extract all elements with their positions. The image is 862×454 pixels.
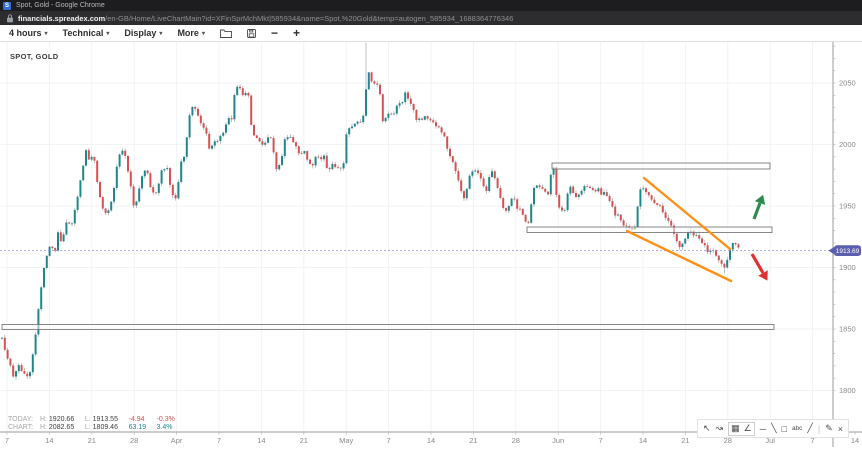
svg-text:7: 7	[217, 436, 221, 445]
high-key: H:	[39, 416, 47, 423]
window-titlebar: S Spot, Gold - Google Chrome	[0, 0, 862, 11]
trendline-icon[interactable]: ╲	[771, 423, 777, 433]
window-title: Spot, Gold - Google Chrome	[16, 2, 105, 9]
chevron-down-icon: ▾	[44, 30, 48, 37]
today-change: -4.94	[128, 416, 145, 423]
stats-row-today: TODAY: H: 1920.66 L: 1913.55 -4.94 -0.3%	[8, 416, 175, 424]
svg-text:Apr: Apr	[171, 436, 183, 445]
display-dropdown[interactable]: Display ▾	[124, 28, 162, 38]
diagonal-icon[interactable]: ╱	[807, 423, 813, 433]
today-change-pct: -0.3%	[156, 416, 175, 423]
drawing-toolbar: ↖ ↝ ▦ ∠ ─ ╲ □ abc ╱ | ✎ ×	[697, 419, 849, 438]
chart-low: 1809.46	[92, 424, 118, 431]
svg-text:14: 14	[257, 436, 265, 445]
chart-change-pct: 3.4%	[156, 424, 173, 431]
zoom-out-button[interactable]: −	[270, 26, 278, 40]
today-low: 1913.55	[92, 416, 118, 423]
svg-text:7: 7	[387, 436, 391, 445]
url-bar[interactable]: financials.spreadex.com/en-GB/Home/LiveC…	[0, 11, 862, 25]
svg-text:7: 7	[811, 436, 815, 445]
svg-text:2000: 2000	[839, 140, 856, 149]
svg-text:21: 21	[300, 436, 308, 445]
today-high: 1920.66	[48, 416, 75, 423]
technical-label: Technical	[62, 28, 104, 38]
url-text[interactable]: financials.spreadex.com/en-GB/Home/LiveC…	[18, 14, 513, 23]
chevron-down-icon: ▾	[201, 30, 205, 37]
hline-icon[interactable]: ─	[759, 423, 767, 434]
angle-icon[interactable]: ∠	[743, 423, 752, 433]
pencil-icon[interactable]: ✎	[825, 423, 833, 433]
favicon: S	[3, 1, 11, 10]
svg-text:28: 28	[512, 436, 520, 445]
svg-text:1850: 1850	[839, 324, 856, 333]
svg-text:May: May	[339, 436, 353, 445]
separator: |	[817, 423, 821, 434]
chevron-down-icon: ▾	[159, 30, 163, 37]
chevron-down-icon: ▾	[106, 30, 110, 37]
more-dropdown[interactable]: More ▾	[177, 28, 205, 38]
svg-text:1900: 1900	[839, 263, 856, 272]
zoom-in-button[interactable]: +	[292, 26, 300, 40]
chart-high: 2082.65	[48, 424, 75, 431]
stats-row-chart: CHART: H: 2082.65 L: 1809.46 63.19 3.4%	[8, 424, 175, 432]
polyline-icon[interactable]: ↝	[715, 423, 724, 433]
svg-text:1950: 1950	[839, 201, 856, 210]
low-key: L:	[84, 424, 91, 431]
chart-canvas[interactable]: 2050 2000 1950 1900 1850 1800 7 14 21 28 Apr 7 14 21 M…	[0, 42, 862, 447]
rect-icon[interactable]: □	[781, 423, 787, 434]
svg-text:21: 21	[88, 436, 96, 445]
svg-text:14: 14	[639, 436, 647, 445]
svg-text:1800: 1800	[839, 386, 856, 395]
grid-icon[interactable]: ▦	[731, 423, 740, 433]
svg-text:Jul: Jul	[765, 436, 775, 445]
svg-text:14: 14	[851, 436, 859, 445]
svg-text:7: 7	[5, 436, 9, 445]
cursor-icon[interactable]: ↖	[703, 423, 711, 433]
chart-region: 2050 2000 1950 1900 1850 1800 7 14 21 28 Apr 7 14 21 M…	[0, 42, 862, 447]
svg-text:1913.69: 1913.69	[836, 248, 860, 255]
svg-text:Jun: Jun	[552, 436, 564, 445]
timeframe-label: 4 hours	[9, 28, 42, 38]
open-folder-icon[interactable]	[220, 29, 232, 38]
timeframe-dropdown[interactable]: 4 hours ▾	[9, 28, 48, 38]
low-key: L:	[84, 416, 91, 423]
url-path: /en-GB/Home/LiveChartMain?id=XFinSprMchM…	[105, 13, 514, 23]
more-label: More	[177, 28, 199, 38]
symbol-label: SPOT, GOLD	[10, 52, 59, 61]
svg-text:14: 14	[45, 436, 53, 445]
svg-text:2050: 2050	[839, 78, 856, 87]
stats-panel: TODAY: H: 1920.66 L: 1913.55 -4.94 -0.3%…	[8, 416, 175, 432]
svg-text:7: 7	[599, 436, 603, 445]
technical-dropdown[interactable]: Technical ▾	[63, 28, 110, 38]
save-icon[interactable]	[247, 28, 256, 38]
boxed-tool-group: ▦ ∠	[728, 421, 755, 436]
url-domain: financials.spreadex.com	[18, 13, 106, 23]
svg-text:21: 21	[469, 436, 477, 445]
high-key: H:	[39, 424, 47, 431]
text-icon[interactable]: abc	[791, 425, 803, 432]
svg-text:28: 28	[130, 436, 138, 445]
close-icon[interactable]: ×	[837, 423, 843, 434]
chart-label: CHART:	[8, 424, 34, 431]
today-label: TODAY:	[8, 416, 34, 423]
svg-text:14: 14	[427, 436, 435, 445]
svg-text:28: 28	[724, 436, 732, 445]
display-label: Display	[124, 28, 157, 38]
chart-toolbar: 4 hours ▾ Technical ▾ Display ▾ More ▾ −…	[0, 25, 862, 42]
svg-text:21: 21	[681, 436, 689, 445]
chart-change: 63.19	[128, 424, 147, 431]
lock-icon	[7, 13, 13, 23]
